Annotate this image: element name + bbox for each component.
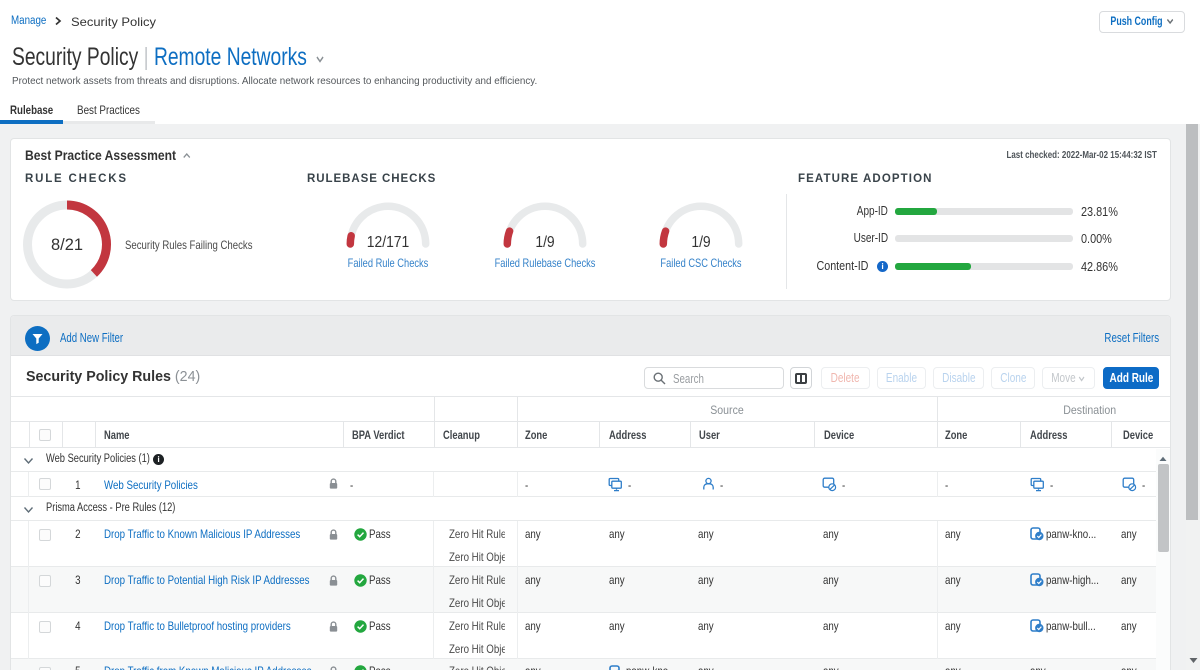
svg-text:8/21: 8/21 (51, 235, 83, 254)
